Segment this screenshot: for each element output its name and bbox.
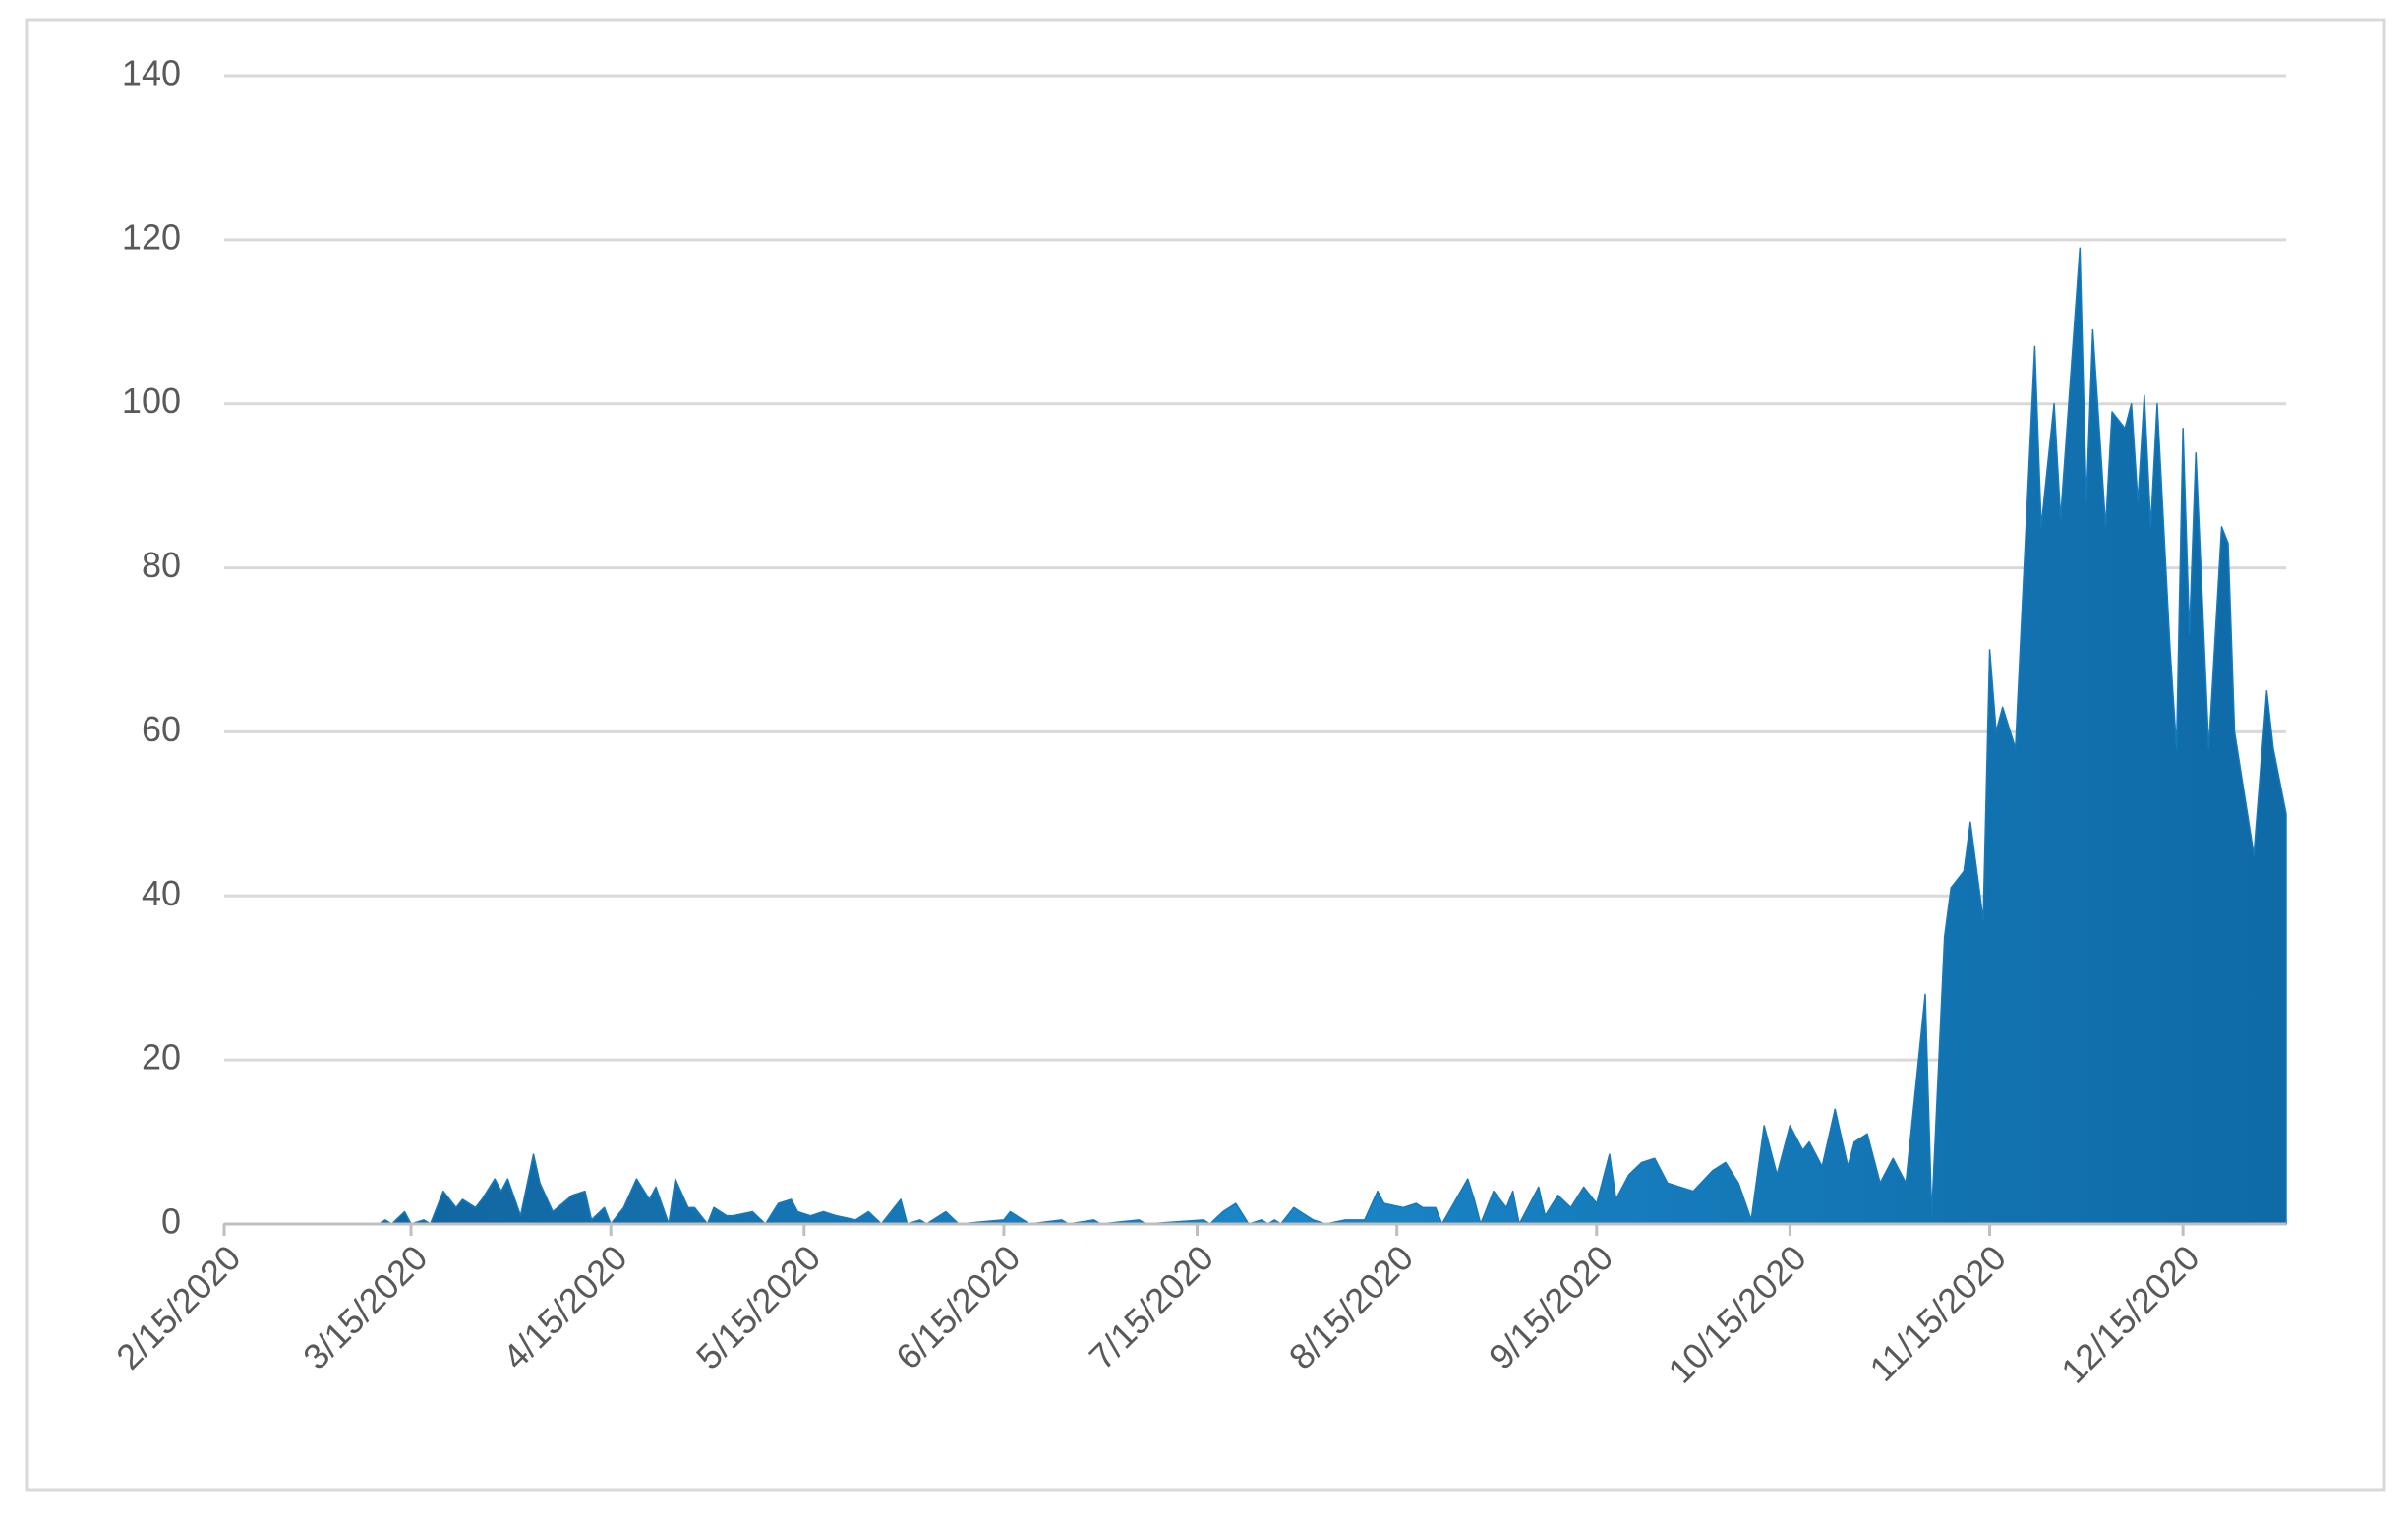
x-tick-label: 12/15/2020 [2053, 1237, 2206, 1390]
area [223, 247, 2287, 1225]
x-tick-label: 7/15/2020 [1082, 1237, 1221, 1376]
x-tick-label: 3/15/2020 [295, 1237, 435, 1376]
y-tick-label: 20 [142, 1037, 181, 1078]
y-tick-label: 120 [122, 216, 181, 257]
x-tick-label: 4/15/2020 [495, 1237, 634, 1376]
x-tick-label: 11/15/2020 [1861, 1237, 2014, 1389]
y-tick-label: 80 [142, 545, 181, 585]
x-tick-label: 2/15/2020 [108, 1237, 248, 1376]
y-tick-label: 0 [161, 1201, 181, 1242]
x-tick-label: 6/15/2020 [888, 1237, 1028, 1376]
y-tick-label: 40 [142, 873, 181, 913]
y-tick-label: 140 [122, 53, 181, 93]
y-tick-label: 100 [122, 380, 181, 421]
x-tick-label: 10/15/2020 [1660, 1237, 1813, 1390]
x-tick-label: 8/15/2020 [1281, 1237, 1421, 1376]
x-tick-label: 5/15/2020 [688, 1237, 828, 1376]
chart-frame [25, 18, 2386, 1492]
y-tick-label: 60 [142, 709, 181, 749]
x-tick-label: 9/15/2020 [1481, 1237, 1620, 1376]
